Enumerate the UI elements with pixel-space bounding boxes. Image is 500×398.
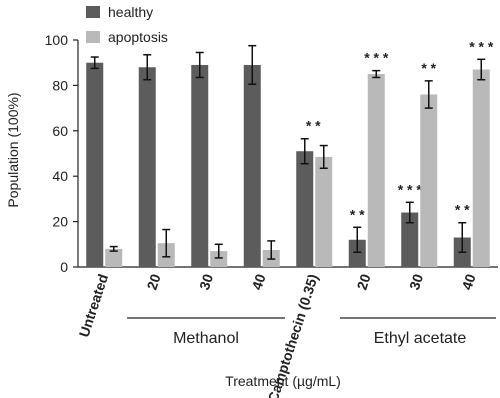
bar — [243, 64, 261, 267]
error-bar — [405, 201, 414, 224]
group-label: Ethyl acetate — [374, 330, 467, 347]
error-bar — [477, 58, 486, 81]
significance: * * — [421, 60, 436, 76]
x-tick-label: Untreated — [76, 272, 111, 339]
legend-label: apoptosis — [108, 29, 168, 45]
error-bar — [109, 245, 118, 252]
significance: * * * — [364, 50, 389, 66]
bar — [138, 67, 156, 268]
error-bar — [90, 56, 99, 70]
error-bar — [300, 137, 309, 165]
y-tick-label: 20 — [52, 214, 68, 230]
legend-swatch — [86, 6, 100, 18]
significance: * * — [350, 206, 365, 222]
significance: * * — [306, 118, 321, 134]
error-bar — [353, 226, 362, 253]
legend-label: healthy — [108, 4, 153, 20]
error-bar — [162, 228, 171, 258]
significance: * * — [455, 202, 470, 218]
significance: * * * — [398, 181, 423, 197]
x-tick-label: 20 — [144, 272, 164, 292]
error-bar — [267, 240, 276, 260]
bar — [348, 239, 366, 267]
bar — [86, 62, 104, 268]
error-bar — [214, 243, 223, 259]
bar — [367, 74, 385, 267]
error-bar — [195, 51, 204, 79]
x-axis-title: Treatment (µg/mL) — [225, 373, 341, 389]
bar — [315, 156, 333, 267]
error-bar — [424, 80, 433, 109]
error-bar — [143, 54, 152, 81]
bar — [296, 151, 314, 267]
y-tick-label: 60 — [52, 123, 68, 139]
error-bar — [372, 69, 381, 79]
x-tick-label: 30 — [406, 272, 426, 292]
group-label: Methanol — [173, 330, 239, 347]
x-tick-label: 40 — [249, 272, 269, 292]
bar — [420, 94, 438, 267]
x-tick-label: 40 — [459, 272, 479, 292]
bar — [401, 212, 419, 267]
bar — [472, 69, 490, 267]
y-tick-label: 40 — [52, 168, 68, 184]
y-tick-label: 80 — [52, 77, 68, 93]
significance: * * * — [469, 38, 494, 54]
error-bar — [319, 144, 328, 170]
y-tick-label: 0 — [60, 259, 68, 275]
x-tick-label: 30 — [196, 272, 216, 292]
bar — [210, 251, 228, 267]
bar — [105, 248, 123, 267]
error-bar — [248, 44, 257, 86]
y-tick-label: 100 — [45, 32, 69, 48]
legend-swatch — [86, 31, 100, 43]
x-tick-label: 20 — [354, 272, 374, 292]
y-axis-title: Population (100%) — [5, 92, 21, 207]
error-bar — [458, 221, 467, 253]
bar — [191, 64, 209, 267]
